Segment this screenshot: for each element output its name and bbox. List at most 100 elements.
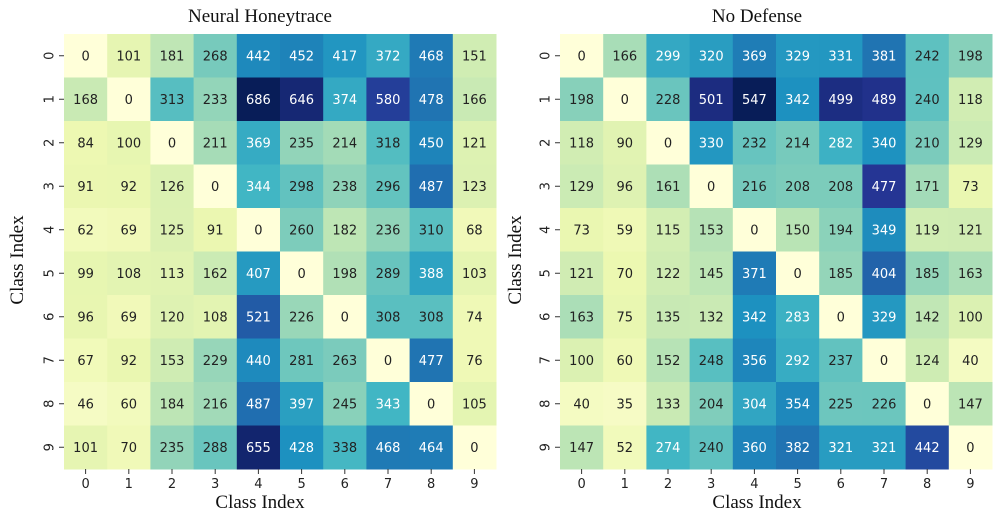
cell-value-label: 0 [750,223,758,238]
cell-value-label: 171 [915,180,940,195]
cell-value-label: 235 [289,136,314,151]
heatmap-cell [948,251,993,296]
heatmap-cell [409,295,454,339]
heatmap-cell [862,251,907,296]
heatmap-cell [948,34,993,78]
cell-value-label: 91 [77,180,94,195]
cell-value-label: 133 [656,397,681,412]
cell-value-label: 52 [617,441,634,456]
cell-value-label: 208 [785,180,810,195]
heatmap-cell [452,425,497,470]
cell-value-label: 101 [116,49,141,64]
cell-value-label: 152 [656,354,681,369]
cell-value-label: 0 [125,93,133,108]
chart-title: Neural Honeytrace [187,6,333,27]
cell-value-label: 356 [742,354,767,369]
cell-value-label: 99 [77,267,94,282]
heatmap-cell [819,295,863,339]
cell-value-label: 342 [742,310,767,325]
heatmap-cell [905,208,950,252]
cell-value-label: 101 [73,441,98,456]
heatmap-cell [409,338,454,383]
cell-value-label: 0 [168,136,176,151]
heatmap-cell [366,382,411,426]
cell-value-label: 464 [419,441,444,456]
cell-value-label: 330 [699,136,724,151]
cell-value-label: 489 [872,93,897,108]
heatmap-cell [323,338,367,383]
heatmap-cell [236,121,281,165]
cell-value-label: 452 [289,49,314,64]
heatmap-cell [64,382,108,426]
cell-value-label: 236 [376,223,401,238]
heatmap-cell [560,121,604,165]
heatmap-cell [732,382,777,426]
cell-value-label: 35 [617,397,634,412]
cell-value-label: 198 [569,93,594,108]
cell-value-label: 100 [958,310,983,325]
cell-value-label: 288 [203,441,228,456]
heatmap-cell [150,382,195,426]
cell-value-label: 151 [462,49,487,64]
cell-value-label: 242 [915,49,940,64]
heatmap-cell [905,382,950,426]
y-tick-label: 1 [539,95,554,103]
heatmap-cell [150,77,195,122]
heatmap-cell [905,338,950,383]
cell-value-label: 407 [246,267,271,282]
heatmap-cell [776,295,820,339]
heatmap-cell [776,382,820,426]
heatmap-cell [323,295,367,339]
cell-value-label: 60 [121,397,138,412]
cell-value-label: 329 [785,49,810,64]
y-tick-label: 8 [539,400,554,408]
heatmap-cell [280,251,324,296]
cell-value-label: 369 [742,49,767,64]
cell-value-label: 371 [742,267,767,282]
heatmap-cell [732,208,777,252]
x-tick-label: 9 [966,477,974,492]
cell-value-label: 73 [573,223,590,238]
heatmap-cell [862,208,907,252]
cell-value-label: 194 [828,223,853,238]
heatmap-cell [409,382,454,426]
heatmap-cell [862,34,907,78]
cell-value-label: 204 [699,397,724,412]
cell-value-label: 308 [419,310,444,325]
cell-value-label: 181 [160,49,185,64]
heatmap-cell [409,251,454,296]
cell-value-label: 211 [203,136,228,151]
heatmap-cell [236,425,281,470]
heatmap-cell [193,164,238,209]
heatmap-cell [193,295,238,339]
heatmap-cell [560,164,604,209]
heatmap-cell [64,338,108,383]
heatmap-cell [409,77,454,122]
heatmap-cell [776,77,820,122]
y-tick-label: 6 [43,313,58,321]
heatmap-cell [646,164,691,209]
cell-value-label: 268 [203,49,228,64]
cell-value-label: 100 [569,354,594,369]
y-axis-label: Class Index [505,215,526,305]
heatmap-cell [689,382,734,426]
cell-value-label: 343 [376,397,401,412]
cell-value-label: 281 [289,354,314,369]
heatmap-cell [366,208,411,252]
y-tick-label: 2 [43,139,58,147]
heatmap-cell [452,251,497,296]
heatmap-cell [150,338,195,383]
heatmap-cell [107,34,151,78]
cell-value-label: 417 [332,49,357,64]
heatmap-cell [193,338,238,383]
y-tick-label: 8 [43,400,58,408]
heatmap-cell [150,121,195,165]
heatmap-cell [366,338,411,383]
cell-value-label: 96 [617,180,634,195]
y-tick-label: 3 [43,182,58,190]
cell-value-label: 477 [872,180,897,195]
cell-value-label: 321 [872,441,897,456]
heatmap-cell [323,382,367,426]
heatmap-cell [409,121,454,165]
